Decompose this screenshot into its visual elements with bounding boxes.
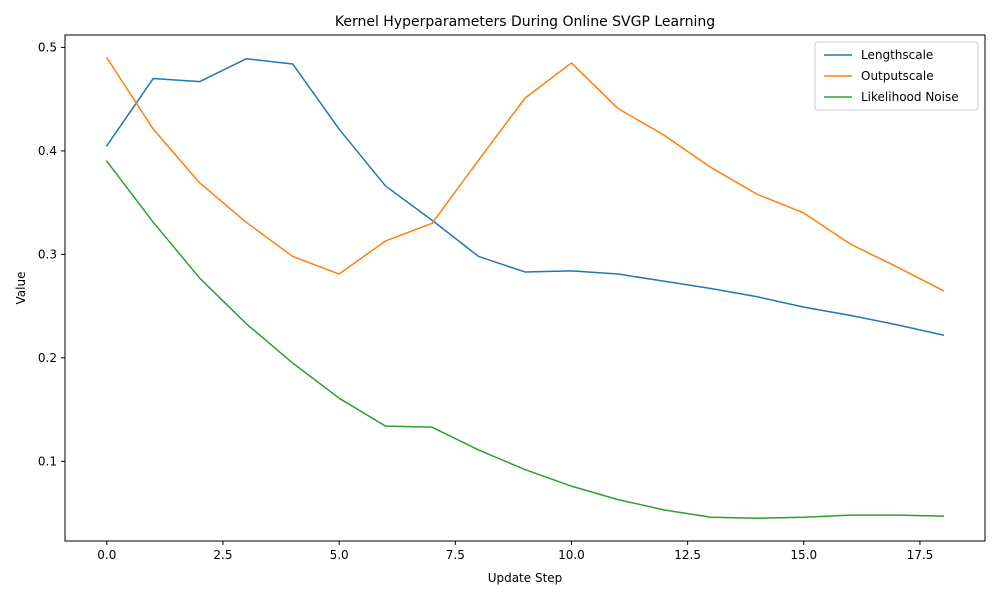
x-tick-label: 5.0 bbox=[330, 548, 349, 562]
plot-area-frame bbox=[64, 34, 986, 542]
legend: Lengthscale Outputscale Likelihood Noise bbox=[814, 41, 979, 111]
series-line-likelihood-noise bbox=[105, 160, 944, 519]
legend-label-lengthscale: Lengthscale bbox=[861, 48, 933, 62]
series-line-lengthscale bbox=[105, 58, 945, 336]
x-tick-label: 12.5 bbox=[674, 548, 701, 562]
x-tick-label: 0.0 bbox=[97, 548, 116, 562]
y-tick-label: 0.5 bbox=[38, 40, 57, 54]
x-axis-label: Update Step bbox=[488, 571, 563, 585]
legend-label-likelihood-noise: Likelihood Noise bbox=[861, 90, 959, 104]
chart-title: Kernel Hyperparameters During Online SVG… bbox=[335, 14, 715, 30]
x-tick-label: 10.0 bbox=[558, 548, 585, 562]
y-tick-label: 0.2 bbox=[38, 351, 57, 365]
legend-box bbox=[814, 41, 979, 111]
legend-label-outputscale: Outputscale bbox=[861, 69, 934, 83]
series-line-outputscale bbox=[105, 56, 945, 292]
x-tick-label: 15.0 bbox=[790, 548, 817, 562]
x-tick-label: 2.5 bbox=[213, 548, 232, 562]
y-tick-label: 0.1 bbox=[38, 454, 57, 468]
y-axis-label: Value bbox=[14, 272, 28, 305]
y-tick-label: 0.3 bbox=[38, 247, 57, 261]
x-tick-label: 17.5 bbox=[907, 548, 934, 562]
y-tick-label: 0.4 bbox=[38, 144, 57, 158]
y-axis: 0.1 0.2 0.3 0.4 0.5 bbox=[38, 40, 65, 468]
series-layer bbox=[105, 56, 945, 519]
x-tick-label: 7.5 bbox=[446, 548, 465, 562]
x-axis: 0.0 2.5 5.0 7.5 10.0 12.5 15.0 17.5 bbox=[97, 541, 933, 562]
